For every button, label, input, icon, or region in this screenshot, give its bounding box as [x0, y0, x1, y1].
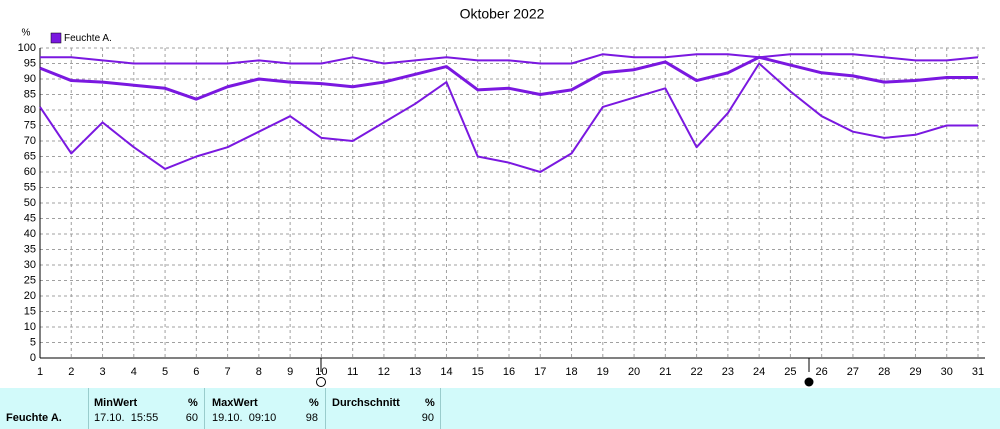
x-tick-label: 7	[225, 366, 231, 378]
time-text: 17.10. 15:55	[94, 412, 159, 424]
x-tick-label: 11	[347, 366, 358, 378]
col-header: MinWert	[94, 397, 138, 409]
x-tick-label: 2	[68, 366, 74, 378]
x-tick-label: 15	[472, 366, 484, 378]
x-tick-label: 12	[378, 366, 390, 378]
chart-title: Oktober 2022	[460, 6, 545, 22]
x-tick-label: 20	[628, 366, 640, 378]
full-moon-icon	[316, 377, 326, 387]
y-tick-label: 85	[24, 88, 36, 100]
series-line	[39, 62, 978, 173]
y-tick-label: 95	[24, 57, 36, 69]
y-tick-label: 55	[24, 181, 36, 193]
y-tick-label: 75	[24, 119, 36, 131]
x-tick-label: 5	[162, 366, 168, 378]
x-tick-label: 26	[816, 366, 828, 378]
x-tick-label: 30	[941, 366, 953, 378]
x-tick-label: 17	[534, 366, 546, 378]
y-tick-label: 45	[24, 212, 36, 224]
x-tick-label: 24	[753, 366, 765, 378]
y-tick-label: 35	[24, 243, 36, 255]
y-tick-label: 0	[30, 352, 36, 364]
legend-label: Feuchte A.	[64, 33, 112, 44]
x-tick-label: 9	[287, 366, 293, 378]
x-tick-label: 3	[99, 366, 105, 378]
x-tick-label: 18	[565, 366, 577, 378]
x-tick-label: 22	[690, 366, 702, 378]
series-line	[39, 55, 978, 101]
series-line	[40, 53, 979, 65]
time-text: 19.10. 09:10	[212, 412, 277, 424]
y-tick-label: 40	[24, 228, 36, 240]
x-tick-label: 10	[315, 366, 327, 378]
y-tick-label: 10	[24, 321, 36, 333]
legend-swatch	[50, 32, 62, 44]
x-tick-label: 1	[37, 366, 43, 378]
x-tick-label: 29	[909, 366, 921, 378]
table-cell	[88, 388, 205, 429]
time: 19.10. 09:10	[212, 412, 276, 424]
chart: Oktober 2022 % Feuchte A. 05101520253035…	[18, 6, 985, 387]
y-tick-label: 15	[24, 305, 36, 317]
time: 17.10. 15:55	[94, 412, 158, 424]
x-tick-label: 13	[409, 366, 421, 378]
y-tick-label: 100	[18, 42, 36, 54]
x-tick-label: 25	[784, 366, 796, 378]
col-header: Durchschnitt	[332, 397, 400, 409]
value: 98	[305, 412, 318, 424]
y-tick-label: 90	[24, 73, 36, 85]
table-cell	[0, 388, 89, 429]
stats-table: Feuchte A. MinWert % 17.10. 15:55 60 Max…	[0, 388, 1000, 429]
y-tick-label: 5	[30, 336, 36, 348]
x-tick-label: 14	[440, 366, 452, 378]
y-tick-label: 70	[24, 135, 36, 147]
x-tick-label: 6	[193, 366, 199, 378]
table-cell	[326, 388, 441, 429]
y-tick-label: 20	[24, 290, 36, 302]
row-label: Feuchte A.	[6, 412, 62, 424]
x-tick-label: 16	[503, 366, 515, 378]
x-tick-label: 8	[256, 366, 262, 378]
col-unit: %	[425, 397, 435, 409]
col-header: MaxWert	[212, 397, 258, 409]
y-unit: %	[22, 28, 31, 39]
value: 90	[421, 412, 434, 424]
x-tick-label: 28	[878, 366, 890, 378]
y-tick-label: 30	[24, 259, 36, 271]
col-unit: %	[188, 397, 198, 409]
table-cell	[205, 388, 326, 429]
x-tick-label: 19	[597, 366, 609, 378]
y-tick-label: 65	[24, 150, 36, 162]
x-tick-label: 31	[972, 366, 984, 378]
y-tick-label: 80	[24, 104, 36, 116]
col-unit: %	[309, 397, 319, 409]
x-tick-label: 23	[722, 366, 734, 378]
x-tick-label: 21	[659, 366, 671, 378]
x-tick-label: 4	[131, 366, 137, 378]
y-tick-label: 60	[24, 166, 36, 178]
new-moon-icon	[804, 377, 814, 387]
x-tick-label: 27	[847, 366, 859, 378]
y-tick-label: 50	[24, 197, 36, 209]
y-tick-label: 25	[24, 274, 36, 286]
value: 60	[185, 412, 198, 424]
